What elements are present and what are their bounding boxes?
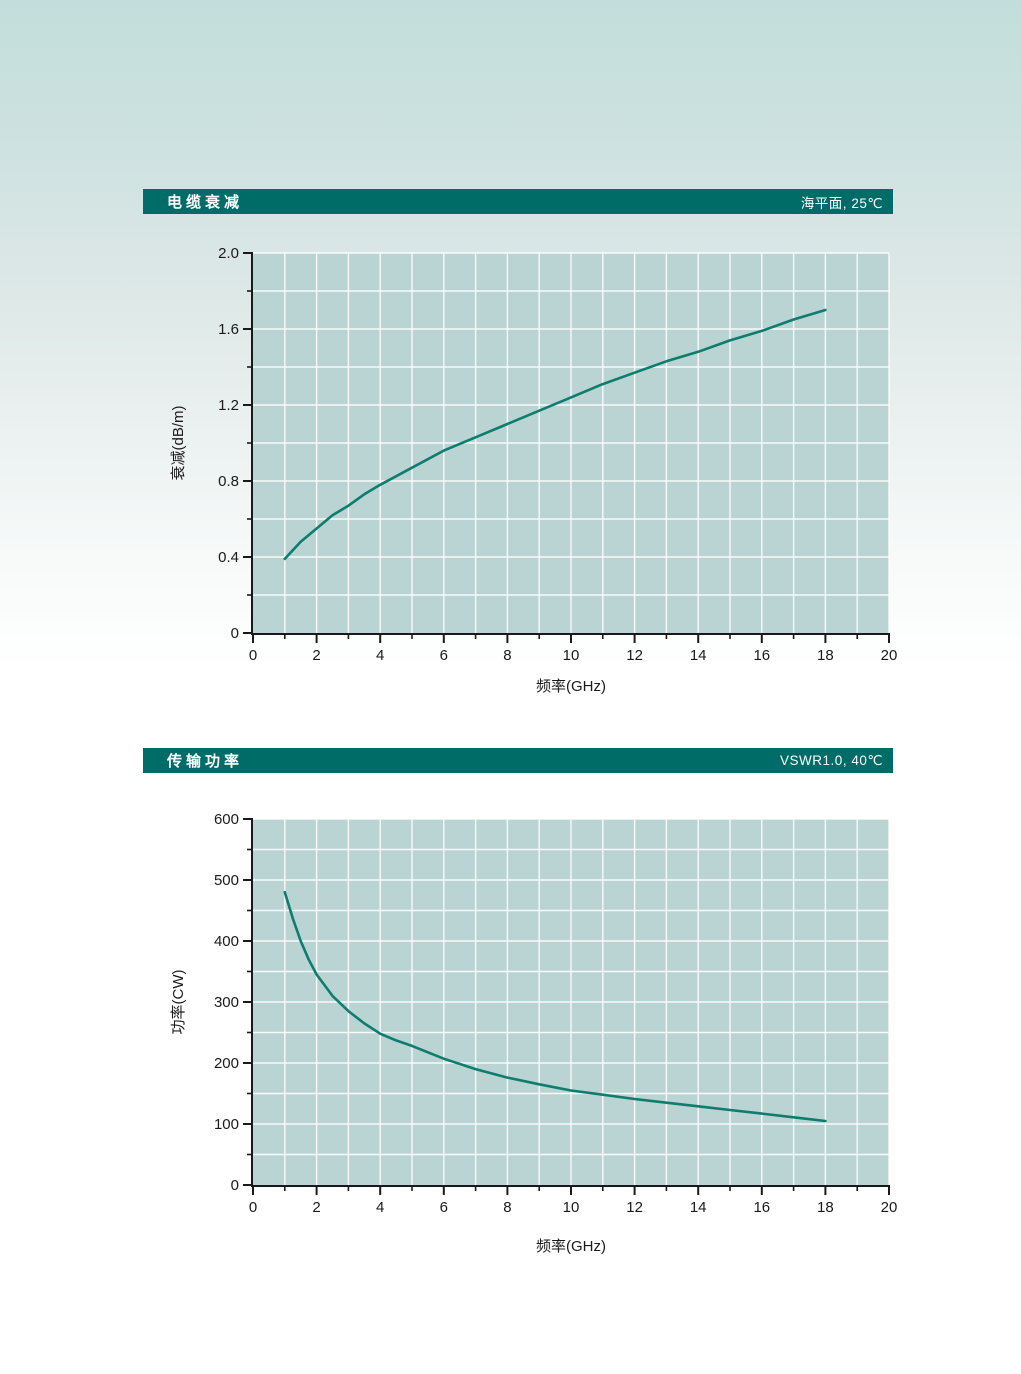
attenuation-chart: 0 2 4 6 8 10 12 14 16 18 20 0 0.4 0.8 1.2 1.6 2.0 频率(GHz…	[170, 245, 897, 695]
x-tick-label: 6	[440, 1199, 448, 1216]
data-curve	[283, 308, 827, 561]
x-tick-label: 12	[626, 1199, 643, 1216]
x-tick-label: 6	[440, 647, 448, 664]
x-tick-label: 10	[563, 1199, 580, 1216]
x-tick-label: 12	[626, 647, 643, 664]
x-tick-label: 16	[753, 647, 770, 664]
x-tick-label: 2	[312, 647, 320, 664]
y-tick-label: 2.0	[218, 245, 239, 262]
x-tick-label: 4	[376, 647, 384, 664]
power-title: 传输功率	[167, 753, 244, 770]
x-tick-label: 2	[312, 1199, 320, 1216]
power-condition: VSWR1.0, 40℃	[780, 752, 883, 768]
attenuation-plot: 0 2 4 6 8 10 12 14 16 18 20 0 0.4 0.8 1.2 1.6 2.0	[218, 245, 897, 664]
y-tick-label: 100	[214, 1116, 239, 1133]
data-curve	[283, 890, 827, 1123]
power-ylabel: 功率(CW)	[170, 970, 187, 1035]
gridlines	[253, 252, 890, 633]
y-tick-label: 0	[231, 1177, 239, 1194]
power-header-bar: 传输功率 VSWR1.0, 40℃	[143, 748, 893, 773]
power-xlabel: 频率(GHz)	[536, 1238, 606, 1255]
attenuation-xlabel: 频率(GHz)	[536, 678, 606, 695]
y-tick-label: 1.2	[218, 397, 239, 414]
y-tick-label: 500	[214, 872, 239, 889]
axes	[243, 818, 890, 1195]
x-tick-label: 8	[503, 1199, 511, 1216]
x-tick-label: 14	[690, 1199, 707, 1216]
x-tick-label: 8	[503, 647, 511, 664]
x-tick-label: 16	[753, 1199, 770, 1216]
y-tick-label: 600	[214, 811, 239, 828]
x-tick-label: 18	[817, 647, 834, 664]
y-tick-label: 300	[214, 994, 239, 1011]
x-tick-label: 10	[563, 647, 580, 664]
y-tick-label: 1.6	[218, 321, 239, 338]
y-tick-label: 200	[214, 1055, 239, 1072]
y-tick-label: 400	[214, 933, 239, 950]
x-tick-label: 20	[881, 647, 898, 664]
gridlines	[253, 818, 890, 1185]
axes	[243, 252, 890, 643]
x-tick-label: 14	[690, 647, 707, 664]
x-tick-label: 20	[881, 1199, 898, 1216]
x-tick-label: 18	[817, 1199, 834, 1216]
y-tick-label: 0.8	[218, 473, 239, 490]
attenuation-header-bar: 电缆衰减 海平面, 25℃	[143, 189, 893, 214]
attenuation-title: 电缆衰减	[167, 194, 244, 211]
attenuation-ylabel: 衰减(dB/m)	[170, 405, 187, 480]
attenuation-condition: 海平面, 25℃	[800, 195, 883, 211]
x-tick-label: 0	[249, 647, 257, 664]
x-tick-label: 4	[376, 1199, 384, 1216]
y-tick-label: 0	[231, 625, 239, 642]
x-tick-label: 0	[249, 1199, 257, 1216]
y-tick-label: 0.4	[218, 549, 239, 566]
